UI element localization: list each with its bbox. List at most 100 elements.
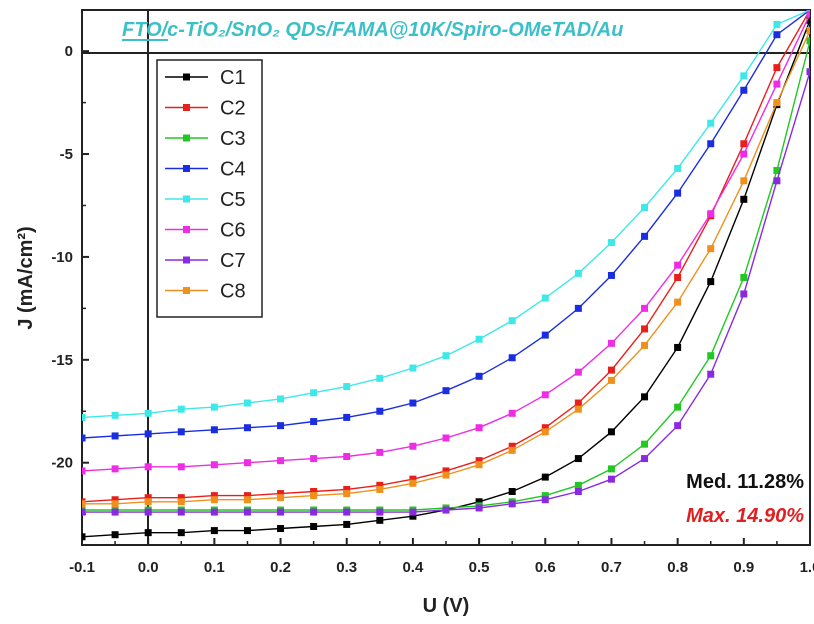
data-point bbox=[244, 509, 251, 516]
x-tick-label: 1.0 bbox=[800, 559, 814, 576]
data-point bbox=[740, 290, 747, 297]
x-tick-label: 0.4 bbox=[402, 559, 424, 576]
data-point bbox=[575, 488, 582, 495]
data-point bbox=[773, 21, 780, 28]
x-tick-label: 0.6 bbox=[535, 559, 556, 576]
data-point bbox=[443, 435, 450, 442]
data-point bbox=[542, 474, 549, 481]
data-point bbox=[310, 455, 317, 462]
data-point bbox=[707, 278, 714, 285]
data-point bbox=[178, 463, 185, 470]
y-axis-title: J (mA/cm²) bbox=[15, 226, 37, 329]
legend-label: C8 bbox=[220, 281, 246, 303]
data-point bbox=[79, 509, 86, 516]
data-point bbox=[211, 461, 218, 468]
data-point bbox=[145, 498, 152, 505]
data-point bbox=[773, 31, 780, 38]
max-efficiency-annotation: Max. 14.90% bbox=[686, 505, 804, 527]
data-point bbox=[608, 428, 615, 435]
data-point bbox=[509, 354, 516, 361]
data-point bbox=[310, 418, 317, 425]
legend-label: C2 bbox=[220, 98, 246, 120]
data-point bbox=[277, 422, 284, 429]
data-point bbox=[409, 480, 416, 487]
data-point bbox=[608, 367, 615, 374]
data-point bbox=[310, 523, 317, 530]
data-point bbox=[79, 435, 86, 442]
device-structure-title: FTO/c-TiO₂/SnO₂ QDs/FAMA@10K/Spiro-OMeTA… bbox=[122, 19, 623, 41]
data-point bbox=[178, 428, 185, 435]
data-point bbox=[575, 406, 582, 413]
data-point bbox=[376, 375, 383, 382]
data-point bbox=[145, 463, 152, 470]
y-tick-label: -20 bbox=[51, 455, 73, 472]
data-point bbox=[79, 500, 86, 507]
data-point bbox=[542, 332, 549, 339]
legend: C1C2C3C4C5C6C7C8 bbox=[157, 60, 262, 317]
median-efficiency-annotation: Med. 11.28% bbox=[686, 471, 804, 493]
data-point bbox=[674, 404, 681, 411]
legend-label: C4 bbox=[220, 159, 246, 181]
data-point bbox=[244, 496, 251, 503]
data-point bbox=[575, 270, 582, 277]
data-point bbox=[674, 422, 681, 429]
data-point bbox=[178, 529, 185, 536]
data-point bbox=[740, 72, 747, 79]
data-point bbox=[145, 410, 152, 417]
data-point bbox=[112, 412, 119, 419]
data-point bbox=[112, 531, 119, 538]
data-point bbox=[509, 317, 516, 324]
data-point bbox=[608, 340, 615, 347]
data-point bbox=[178, 498, 185, 505]
data-point bbox=[211, 426, 218, 433]
data-point bbox=[310, 492, 317, 499]
data-point bbox=[112, 432, 119, 439]
data-point bbox=[807, 27, 814, 34]
x-tick-label: 0.8 bbox=[667, 559, 688, 576]
data-point bbox=[542, 391, 549, 398]
data-point bbox=[641, 233, 648, 240]
data-point bbox=[409, 509, 416, 516]
data-point bbox=[674, 262, 681, 269]
data-point bbox=[343, 453, 350, 460]
data-point bbox=[575, 482, 582, 489]
data-point bbox=[575, 455, 582, 462]
data-point bbox=[443, 352, 450, 359]
data-point bbox=[112, 500, 119, 507]
data-point bbox=[443, 472, 450, 479]
data-point bbox=[145, 529, 152, 536]
data-point bbox=[608, 465, 615, 472]
y-tick-label: -5 bbox=[60, 146, 73, 163]
data-point bbox=[376, 509, 383, 516]
data-point bbox=[409, 400, 416, 407]
data-point bbox=[343, 383, 350, 390]
y-tick-label: 0 bbox=[65, 43, 73, 60]
data-point bbox=[773, 99, 780, 106]
data-point bbox=[674, 299, 681, 306]
x-tick-label: 0.1 bbox=[204, 559, 225, 576]
data-point bbox=[277, 494, 284, 501]
legend-marker bbox=[183, 287, 190, 294]
data-point bbox=[476, 461, 483, 468]
data-point bbox=[542, 295, 549, 302]
data-point bbox=[674, 165, 681, 172]
data-point bbox=[509, 500, 516, 507]
data-point bbox=[707, 352, 714, 359]
data-point bbox=[575, 400, 582, 407]
data-point bbox=[542, 428, 549, 435]
data-point bbox=[542, 496, 549, 503]
x-tick-label: 0.2 bbox=[270, 559, 291, 576]
data-point bbox=[740, 87, 747, 94]
data-point bbox=[244, 527, 251, 534]
data-point bbox=[376, 486, 383, 493]
data-point bbox=[343, 490, 350, 497]
data-point bbox=[310, 509, 317, 516]
x-tick-label: 0.0 bbox=[138, 559, 159, 576]
data-point bbox=[211, 404, 218, 411]
data-point bbox=[79, 467, 86, 474]
data-point bbox=[178, 509, 185, 516]
data-point bbox=[807, 37, 814, 44]
data-point bbox=[641, 342, 648, 349]
data-point bbox=[707, 245, 714, 252]
data-point bbox=[376, 408, 383, 415]
